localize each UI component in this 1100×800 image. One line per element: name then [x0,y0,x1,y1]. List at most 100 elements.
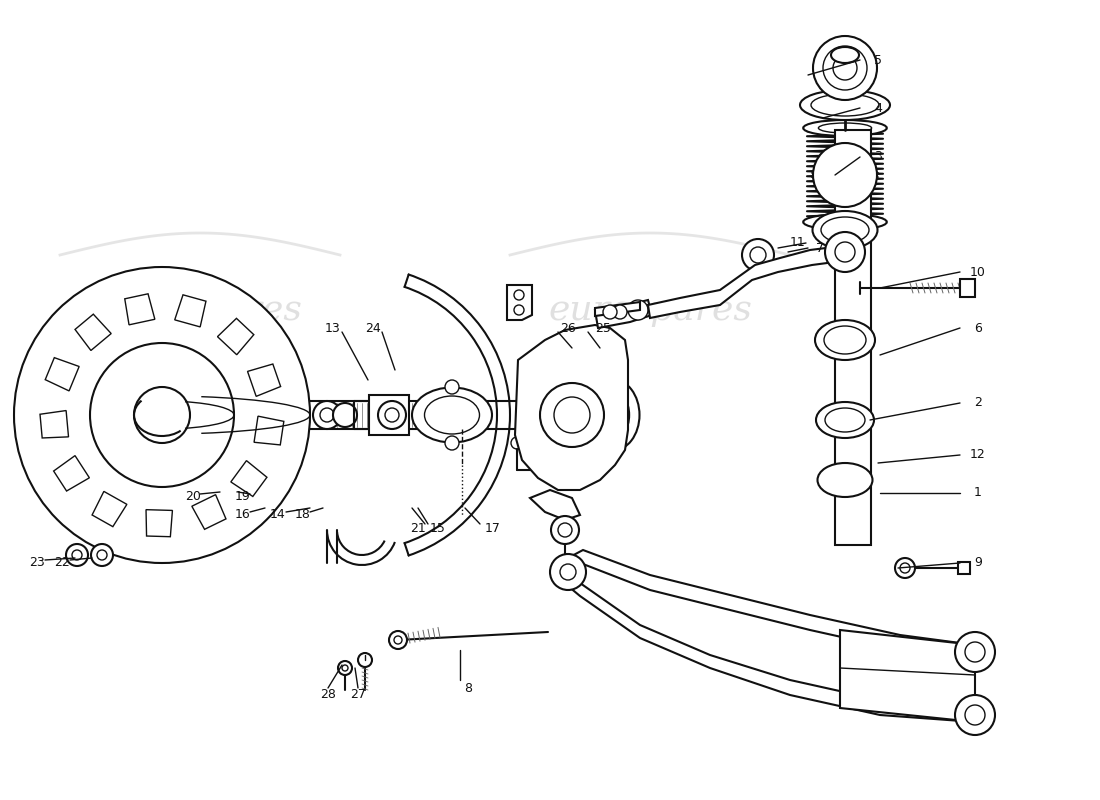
Text: 8: 8 [464,682,472,694]
Bar [835,130,871,545]
Circle shape [540,383,604,447]
Polygon shape [595,302,640,316]
Ellipse shape [824,326,866,354]
Text: 20: 20 [185,490,201,503]
Polygon shape [175,295,206,327]
Text: 4: 4 [874,102,882,114]
Ellipse shape [825,408,865,432]
Circle shape [603,305,617,319]
Text: 23: 23 [29,557,45,570]
Text: 19: 19 [235,490,251,503]
Circle shape [385,408,399,422]
Polygon shape [146,510,173,537]
Circle shape [333,403,358,427]
Circle shape [320,408,334,422]
Circle shape [512,437,522,449]
Text: 16: 16 [235,509,251,522]
Circle shape [394,636,402,644]
Text: eurospares: eurospares [548,293,752,327]
Circle shape [813,36,877,100]
Circle shape [825,232,865,272]
Polygon shape [507,285,532,320]
Polygon shape [124,294,155,325]
Bar [368,395,409,435]
Circle shape [446,380,459,394]
Text: 22: 22 [54,557,70,570]
Circle shape [338,661,352,675]
Circle shape [750,247,766,263]
Circle shape [955,632,996,672]
Ellipse shape [816,402,875,438]
Text: 28: 28 [320,689,336,702]
Text: 3: 3 [874,150,882,163]
Text: 1: 1 [975,486,982,499]
Circle shape [900,563,910,573]
Circle shape [378,401,406,429]
Text: 18: 18 [295,509,311,522]
Ellipse shape [817,463,872,497]
Text: 21: 21 [410,522,426,534]
Circle shape [389,631,407,649]
Circle shape [613,305,627,319]
Circle shape [551,464,563,476]
Text: 2: 2 [975,397,982,410]
Polygon shape [840,630,975,722]
Text: 10: 10 [970,266,986,278]
Ellipse shape [584,379,639,451]
Text: 13: 13 [326,322,341,334]
Circle shape [358,653,372,667]
Text: 9: 9 [975,557,982,570]
Text: 5: 5 [874,54,882,66]
Circle shape [97,550,107,560]
Circle shape [314,401,341,429]
Polygon shape [568,550,975,660]
Polygon shape [568,572,975,722]
Circle shape [628,300,648,320]
Ellipse shape [821,217,869,243]
Text: 24: 24 [365,322,381,334]
Bar [960,279,975,297]
Circle shape [342,665,348,671]
Ellipse shape [522,390,582,440]
Polygon shape [54,456,89,491]
Polygon shape [595,300,652,328]
Ellipse shape [815,320,875,360]
Circle shape [446,436,459,450]
Circle shape [833,56,857,80]
Text: 6: 6 [975,322,982,334]
Circle shape [514,305,524,315]
Circle shape [90,343,234,487]
Polygon shape [515,325,628,490]
Polygon shape [530,490,580,520]
Bar [958,562,970,574]
Circle shape [554,397,590,433]
Text: 14: 14 [271,509,286,522]
Text: 17: 17 [485,522,501,534]
Ellipse shape [800,90,890,120]
Ellipse shape [594,389,629,441]
Polygon shape [75,314,111,350]
Ellipse shape [412,387,492,442]
Circle shape [965,642,985,662]
Circle shape [91,544,113,566]
Ellipse shape [813,211,878,249]
Circle shape [895,558,915,578]
Polygon shape [248,364,280,396]
Circle shape [72,550,82,560]
Text: 27: 27 [350,689,366,702]
Polygon shape [254,416,284,445]
Polygon shape [648,245,850,318]
Ellipse shape [803,214,887,230]
Polygon shape [218,318,254,354]
Circle shape [514,290,524,300]
Circle shape [965,705,985,725]
Circle shape [66,544,88,566]
Text: 15: 15 [430,522,446,534]
Circle shape [550,554,586,590]
Circle shape [14,267,310,563]
Ellipse shape [818,123,871,133]
Circle shape [813,143,877,207]
Ellipse shape [803,120,887,136]
Polygon shape [40,410,68,438]
Polygon shape [191,494,225,530]
